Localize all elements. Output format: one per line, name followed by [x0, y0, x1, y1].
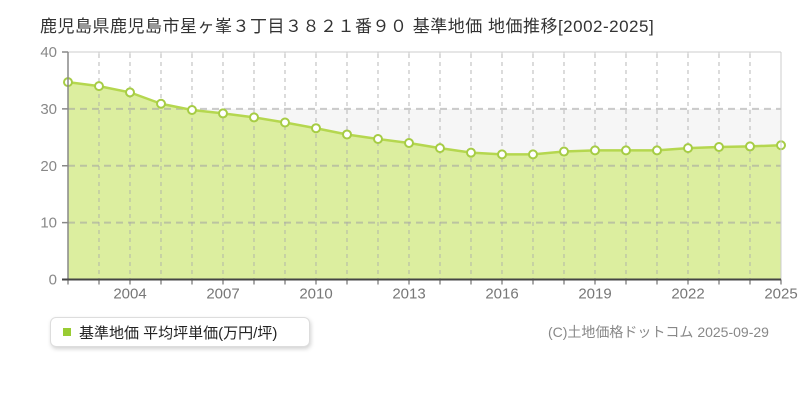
x-tick-label: 2004	[113, 286, 146, 303]
data-point	[125, 87, 135, 98]
plot-band	[68, 52, 781, 109]
data-point	[745, 141, 755, 152]
data-point	[621, 145, 631, 156]
trend-line	[67, 80, 782, 156]
x-tick-label: 2025	[764, 286, 797, 303]
data-point	[714, 141, 724, 152]
x-tick-label: 2010	[299, 286, 332, 303]
data-point	[559, 146, 569, 157]
legend: 基準地価 平均坪単価(万円/坪)	[50, 317, 310, 347]
data-point	[683, 143, 693, 154]
data-point	[528, 149, 538, 160]
data-point	[373, 134, 383, 145]
data-point	[249, 112, 259, 123]
data-point	[187, 105, 197, 116]
page-title: 鹿児島県鹿児島市星ヶ峯３丁目３８２１番９０ 基準地価 地価推移[2002-202…	[40, 17, 655, 36]
data-point	[466, 147, 476, 158]
gridlines	[68, 54, 781, 279]
area-fill	[68, 82, 781, 280]
axes	[62, 51, 782, 285]
y-tick-label: 30	[40, 101, 57, 118]
data-point	[404, 138, 414, 148]
x-tick-label: 2022	[671, 286, 704, 303]
y-tick-label: 20	[40, 158, 57, 175]
data-point	[652, 145, 662, 156]
x-tick-label: 2007	[206, 286, 239, 303]
data-point	[497, 149, 507, 160]
data-point	[311, 123, 321, 134]
data-point	[218, 108, 228, 119]
x-tick-label: 2019	[578, 286, 611, 303]
y-tick-label: 40	[40, 44, 57, 61]
data-point	[94, 81, 104, 92]
x-axis-labels: 2004 2007 2010 2013 2016 2019 2022 2025	[113, 286, 797, 303]
y-tick-label: 0	[49, 272, 57, 289]
data-point	[280, 117, 290, 128]
data-point	[342, 129, 352, 140]
y-tick-label: 10	[40, 215, 57, 232]
legend-marker-square	[63, 328, 71, 336]
x-tick-label: 2013	[392, 286, 425, 303]
legend-label: 基準地価 平均坪単価(万円/坪)	[79, 324, 278, 342]
copyright-text: (C)土地価格ドットコム 2025-09-29	[548, 324, 769, 340]
x-tick-label: 2016	[485, 286, 518, 303]
data-point	[435, 143, 445, 154]
data-point	[156, 98, 166, 109]
data-point	[590, 145, 600, 156]
y-axis-labels: 0 10 20 30 40	[40, 44, 57, 289]
